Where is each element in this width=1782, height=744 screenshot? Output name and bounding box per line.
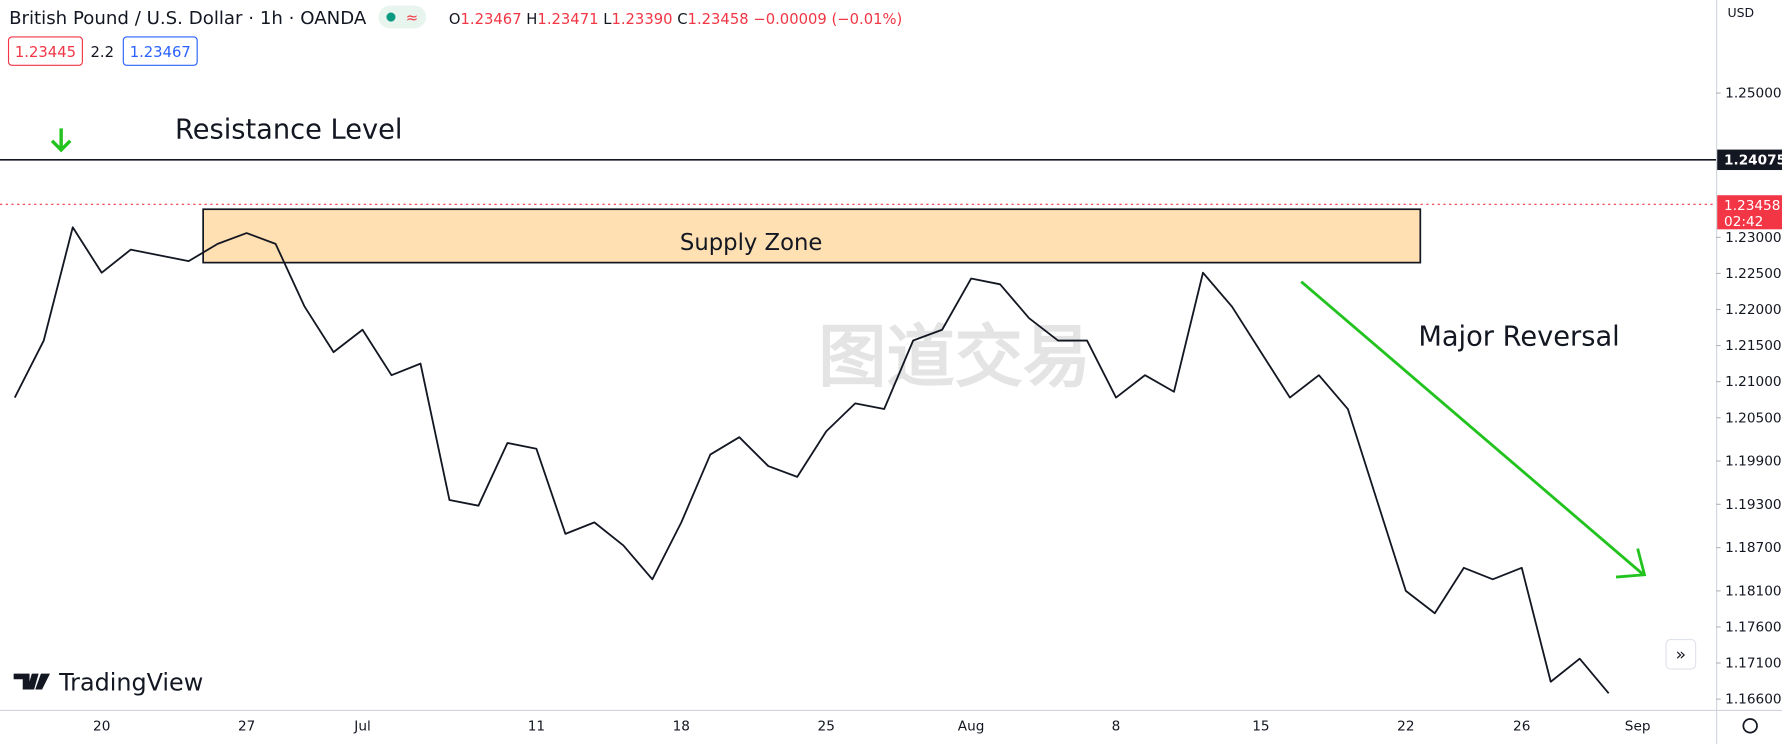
- x-tick-label: Sep: [1625, 718, 1651, 734]
- x-tick-label: Aug: [958, 718, 985, 734]
- x-tick-label: 22: [1397, 718, 1414, 734]
- ohlc-value: 1.23471: [537, 11, 598, 28]
- ohlc-value: 1.23390: [611, 11, 672, 28]
- change: −0.00009 (−0.01%): [753, 11, 902, 28]
- resistance-price-box: [1717, 149, 1782, 171]
- y-tick-label: 1.21500: [1725, 338, 1781, 354]
- watermark: 图道交易: [818, 319, 1091, 398]
- y-tick-label: 1.19300: [1725, 497, 1781, 513]
- status-badge[interactable]: [378, 5, 427, 29]
- y-tick-label: 1.16600: [1725, 692, 1781, 708]
- y-tick-label: 1.22000: [1725, 302, 1781, 318]
- y-tick-label: 1.21000: [1725, 374, 1781, 390]
- y-tick-label: 1.19900: [1725, 454, 1781, 470]
- resistance-label: Resistance Level: [175, 115, 402, 146]
- brand: TradingView: [58, 669, 203, 697]
- ohlc-value: 1.23467: [461, 11, 522, 28]
- x-tick-label: 18: [673, 718, 690, 734]
- y-tick-label: 1.22500: [1725, 266, 1781, 282]
- spread: 2.2: [91, 44, 114, 61]
- supply-zone: [202, 208, 1422, 264]
- y-tick-label: 1.17600: [1725, 620, 1781, 636]
- status-icon: ≈: [406, 10, 418, 27]
- x-tick-label: 20: [93, 718, 110, 734]
- y-tick-label: 1.25000: [1725, 86, 1781, 102]
- countdown: 02:42: [1724, 214, 1763, 230]
- ohlc-label: C: [677, 11, 687, 28]
- ohlc-label: L: [603, 11, 612, 28]
- y-tick-label: 1.18700: [1725, 540, 1781, 556]
- x-tick-label: 15: [1252, 718, 1269, 734]
- status-dot: [386, 12, 396, 22]
- y-tick-label: 1.18100: [1725, 583, 1781, 599]
- y-tick-label: 1.20500: [1725, 410, 1781, 426]
- peak-arrow: [50, 128, 72, 153]
- x-tick-label: 11: [528, 718, 545, 734]
- scroll-icon: »: [1676, 645, 1686, 665]
- plot: Supply Zone Resistance Level Major Reversa…: [0, 115, 1717, 694]
- ask: 1.23467: [130, 44, 191, 61]
- resistance-price: 1.24075: [1724, 152, 1782, 168]
- ask-box[interactable]: [122, 36, 198, 66]
- x-tick-label: Jul: [353, 718, 370, 734]
- x-tick-label: 26: [1513, 718, 1530, 734]
- ohlc-value: 1.23458: [688, 11, 749, 28]
- ohlc: O1.23467 H1.23471 L1.23390 C1.23458 −0.0…: [449, 11, 902, 28]
- x-tick-label: 8: [1112, 718, 1121, 734]
- bid-box[interactable]: [7, 36, 83, 66]
- last-price-box: [1717, 195, 1782, 230]
- reversal-arrow: [1300, 280, 1647, 579]
- bid: 1.23445: [15, 44, 76, 61]
- ohlc-label: H: [526, 11, 537, 28]
- symbol: British Pound / U.S. Dollar · 1h · OANDA: [9, 8, 367, 29]
- x-tick-label: 25: [818, 718, 835, 734]
- y-tick-label: 1.23000: [1725, 230, 1781, 246]
- supply-zone-label: Supply Zone: [680, 230, 823, 256]
- settings-icon[interactable]: [1742, 718, 1758, 734]
- last-price: 1.23458: [1724, 198, 1780, 214]
- scroll-button[interactable]: [1665, 638, 1697, 670]
- x-tick-label: 27: [238, 718, 255, 734]
- brand-logo: [13, 673, 51, 690]
- price-line: [13, 226, 1610, 694]
- ohlc-label: O: [449, 11, 461, 28]
- currency[interactable]: USD: [1727, 5, 1754, 20]
- reversal-label: Major Reversal: [1418, 321, 1619, 352]
- y-tick-label: 1.17100: [1725, 656, 1781, 672]
